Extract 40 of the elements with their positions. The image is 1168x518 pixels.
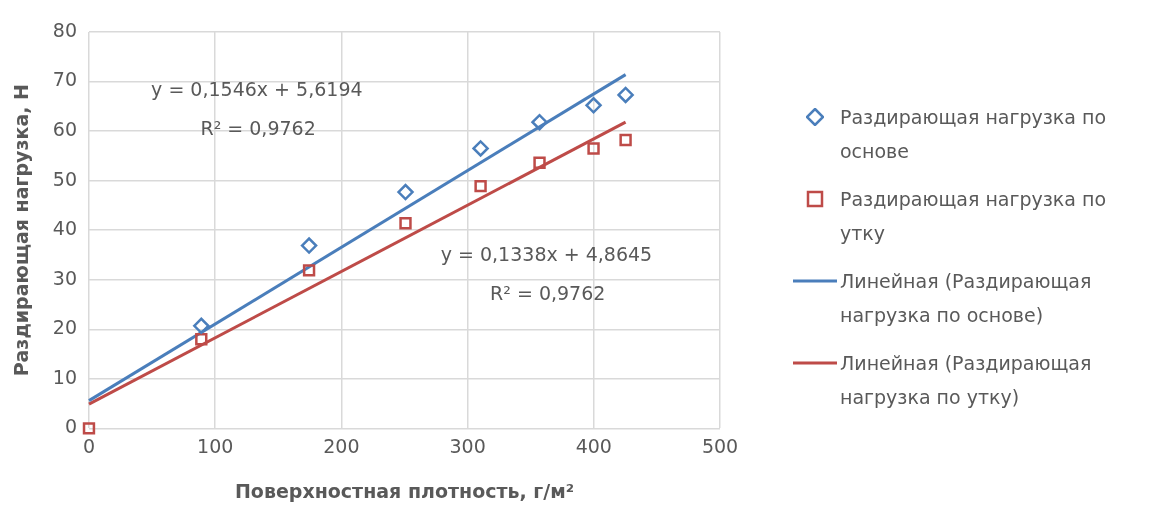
point — [193, 317, 210, 335]
point — [302, 264, 316, 277]
point — [533, 156, 546, 170]
x-tick-label: 400 — [575, 434, 612, 457]
y-tick-label: 40 — [52, 217, 77, 240]
x-tick-label: 500 — [701, 434, 739, 457]
point — [399, 217, 412, 230]
point — [195, 333, 208, 346]
point — [585, 97, 602, 114]
y-tick-label: 70 — [52, 68, 77, 91]
y-axis-title: Раздирающая нагрузка, Н — [10, 84, 33, 377]
annotation: R² = 0,9762 — [490, 282, 606, 305]
x-tick-label: 200 — [323, 434, 360, 457]
y-tick-label: 10 — [52, 365, 77, 388]
point — [474, 179, 487, 193]
point — [587, 142, 600, 155]
legend-label: Раздирающая нагрузка по утку — [840, 187, 1108, 246]
y-tick-label: 60 — [52, 118, 77, 141]
point — [619, 133, 632, 147]
point — [300, 237, 318, 254]
x-axis-title: Поверхностная плотность, г/м² — [234, 479, 575, 502]
point — [82, 422, 96, 435]
x-tick-label: 0 — [82, 434, 96, 457]
y-tick-label: 80 — [52, 18, 77, 41]
annotation: y = 0,1546x + 5,6194 — [151, 77, 363, 100]
legend-label: Линейная (Раздирающая нагрузка по утку) — [840, 351, 1093, 410]
y-tick-label: 30 — [52, 266, 77, 289]
annotation: y = 0,1338x + 4,8645 — [440, 242, 653, 265]
legend-label: Линейная (Раздирающая нагрузка по основе) — [840, 269, 1093, 328]
point — [472, 140, 489, 157]
point — [617, 86, 634, 104]
point — [397, 183, 414, 201]
legend-label: Раздирающая нагрузка по основе — [840, 105, 1108, 164]
y-tick-label: 20 — [52, 316, 77, 339]
y-tick-label: 50 — [52, 167, 77, 190]
point — [531, 113, 548, 131]
x-tick-label: 100 — [197, 434, 234, 457]
annotation: R² = 0,9762 — [200, 117, 316, 140]
x-tick-label: 300 — [449, 434, 486, 457]
y-tick-label: 0 — [64, 415, 77, 438]
